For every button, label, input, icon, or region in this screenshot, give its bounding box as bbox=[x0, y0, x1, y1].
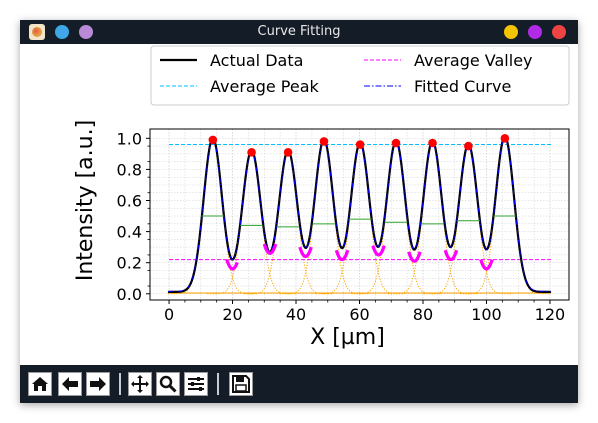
valley-marker bbox=[407, 251, 422, 263]
legend-label: Average Valley bbox=[414, 51, 533, 70]
title-bar: Curve Fitting bbox=[20, 20, 578, 44]
legend-label: Fitted Curve bbox=[414, 77, 511, 96]
legend-label: Actual Data bbox=[210, 51, 303, 70]
back-arrow-icon[interactable] bbox=[58, 372, 82, 396]
y-axis-label: Intensity [a.u.] bbox=[73, 120, 98, 281]
home-icon[interactable] bbox=[28, 372, 52, 396]
chart: 0 20 40 60 80 100 120 0.0 0.2 0.4 0.6 0.8 1.0 X [µm] I… bbox=[73, 45, 570, 350]
legend: Actual Data Average Valley Average Peak Fit… bbox=[150, 45, 570, 106]
minimize-button[interactable] bbox=[504, 25, 518, 39]
toolbar-separator bbox=[217, 373, 219, 395]
navigation-toolbar bbox=[20, 365, 578, 403]
peak-marker bbox=[500, 134, 510, 143]
valley-marker bbox=[371, 245, 386, 257]
peak-marker bbox=[208, 135, 218, 145]
app-icon bbox=[29, 24, 45, 40]
legend-box bbox=[150, 45, 570, 106]
peak-marker bbox=[464, 141, 473, 151]
x-tick-label: 100 bbox=[471, 305, 502, 324]
window-title: Curve Fitting bbox=[257, 24, 341, 39]
y-tick-label: 1.0 bbox=[117, 129, 142, 148]
y-tick-label: 0.6 bbox=[117, 192, 142, 211]
valley-marker bbox=[479, 259, 494, 271]
y-tick-label: 0.0 bbox=[117, 285, 142, 304]
configure-subplots-icon[interactable] bbox=[184, 372, 208, 396]
figure-canvas[interactable]: 0 20 40 60 80 100 120 0.0 0.2 0.4 0.6 0.8 1.0 X [µm] I… bbox=[24, 44, 574, 365]
peak-marker bbox=[355, 140, 365, 149]
peak-marker bbox=[247, 148, 256, 157]
grid bbox=[150, 129, 569, 300]
close-button[interactable] bbox=[552, 25, 566, 39]
toolbar-separator bbox=[119, 373, 121, 395]
valley-marker bbox=[298, 246, 313, 259]
window-dot-icon[interactable] bbox=[79, 25, 93, 39]
peak-marker bbox=[428, 138, 437, 148]
valley-marker bbox=[334, 249, 350, 262]
window-dot-icon[interactable] bbox=[55, 25, 69, 39]
peak-marker bbox=[391, 138, 401, 148]
x-tick-label: 20 bbox=[222, 305, 242, 324]
pan-icon[interactable] bbox=[128, 372, 152, 396]
x-tick-label: 60 bbox=[349, 305, 369, 324]
series-layer bbox=[167, 134, 554, 295]
x-tick-label: 80 bbox=[413, 305, 433, 324]
valley-marker bbox=[225, 259, 239, 271]
x-tick-label: 40 bbox=[286, 305, 306, 324]
peak-marker bbox=[319, 137, 329, 146]
axes: 0 20 40 60 80 100 120 0.0 0.2 0.4 0.6 0.8 1.0 X [µm] I… bbox=[73, 120, 570, 350]
valley-marker bbox=[443, 249, 459, 262]
y-tick-label: 0.4 bbox=[117, 223, 142, 242]
zoom-icon[interactable] bbox=[156, 372, 180, 396]
plot-window: Curve Fitting 0 20 40 60 80 100 120 0.0 0.2 0.4 0.… bbox=[20, 20, 578, 403]
valley-marker bbox=[262, 243, 278, 256]
x-axis-label: X [µm] bbox=[310, 325, 385, 350]
legend-label: Average Peak bbox=[210, 77, 320, 96]
maximize-button[interactable] bbox=[528, 25, 542, 39]
y-tick-label: 0.2 bbox=[117, 254, 142, 273]
forward-arrow-icon[interactable] bbox=[86, 372, 110, 396]
x-tick-label: 0 bbox=[164, 305, 174, 324]
peak-marker bbox=[283, 148, 293, 157]
x-tick-label: 120 bbox=[535, 305, 566, 324]
y-tick-label: 0.8 bbox=[117, 160, 142, 179]
save-icon[interactable] bbox=[229, 372, 253, 396]
